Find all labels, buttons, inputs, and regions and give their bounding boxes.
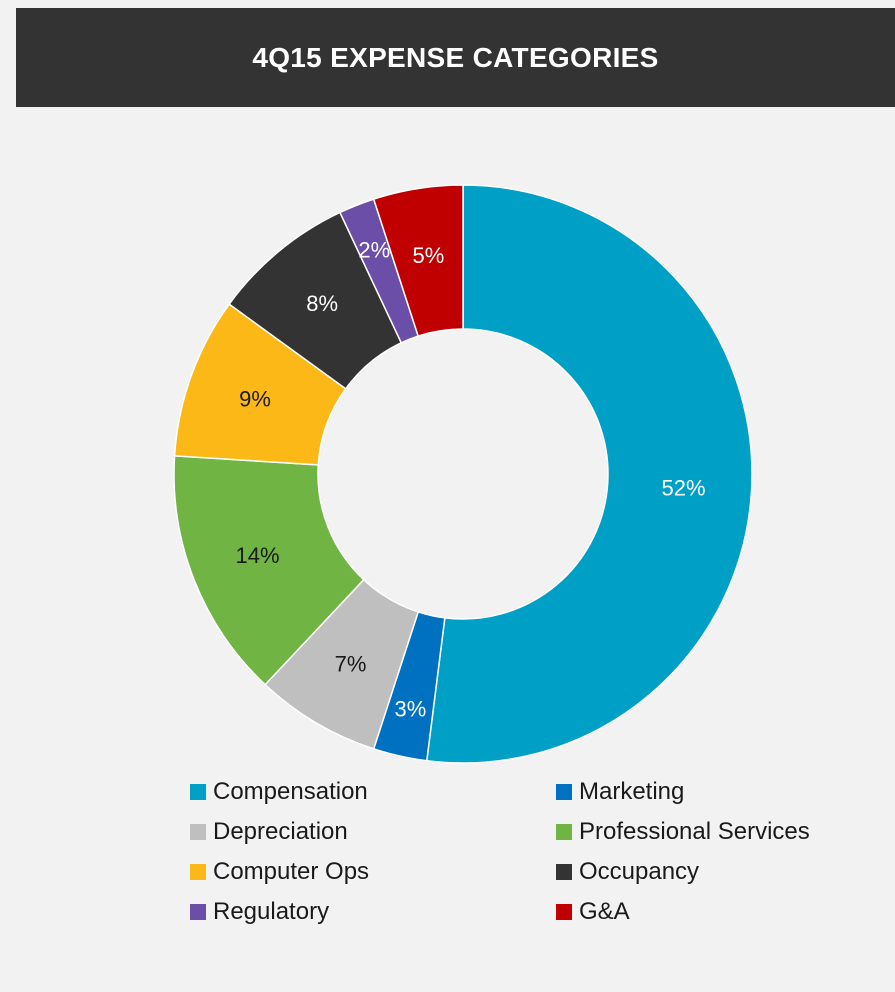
legend-swatch: [556, 864, 572, 880]
legend-label: Regulatory: [213, 898, 330, 925]
legend-item-professional-services: Professional Services: [556, 816, 850, 848]
slice-compensation: [425, 184, 753, 764]
data-label-g-a: 5%: [413, 243, 445, 268]
data-label-occupancy: 8%: [306, 291, 338, 316]
legend-label: Depreciation: [213, 818, 348, 845]
legend-swatch: [190, 904, 206, 920]
legend-item-compensation: Compensation: [190, 776, 556, 808]
data-label-compensation: 52%: [662, 475, 706, 500]
donut-slices: [173, 184, 753, 764]
legend-item-depreciation: Depreciation: [190, 816, 556, 848]
legend-label: Computer Ops: [213, 858, 370, 885]
slice-labels: 52% 3% 7% 14% 9% 8% 2% 5%: [235, 237, 705, 721]
data-label-regulatory: 2%: [358, 237, 390, 262]
legend-item-marketing: Marketing: [556, 776, 850, 808]
legend-label: Marketing: [579, 778, 685, 805]
legend-label: Professional Services: [579, 818, 810, 845]
legend-swatch: [556, 904, 572, 920]
chart-title: 4Q15 EXPENSE CATEGORIES: [252, 41, 659, 73]
data-label-computer-ops: 9%: [239, 387, 271, 412]
chart-legend: Compensation Marketing Depreciation Profess…: [190, 776, 850, 928]
title-bar: 4Q15 EXPENSE CATEGORIES: [16, 8, 895, 107]
data-label-marketing: 3%: [395, 697, 427, 722]
legend-label: G&A: [579, 898, 630, 925]
legend-item-occupancy: Occupancy: [556, 856, 850, 888]
slice-g-a: [372, 184, 464, 338]
legend-swatch: [190, 864, 206, 880]
legend-item-g-a: G&A: [556, 896, 850, 928]
legend-swatch: [556, 784, 572, 800]
legend-swatch: [190, 784, 206, 800]
legend-item-regulatory: Regulatory: [190, 896, 556, 928]
legend-label: Compensation: [213, 778, 368, 805]
legend-item-computer-ops: Computer Ops: [190, 856, 556, 888]
legend-swatch: [556, 824, 572, 840]
data-label-depreciation: 7%: [335, 652, 367, 677]
data-label-professional-services: 14%: [235, 543, 279, 568]
legend-swatch: [190, 824, 206, 840]
legend-label: Occupancy: [579, 858, 700, 885]
slice-professional-services: [173, 455, 365, 686]
